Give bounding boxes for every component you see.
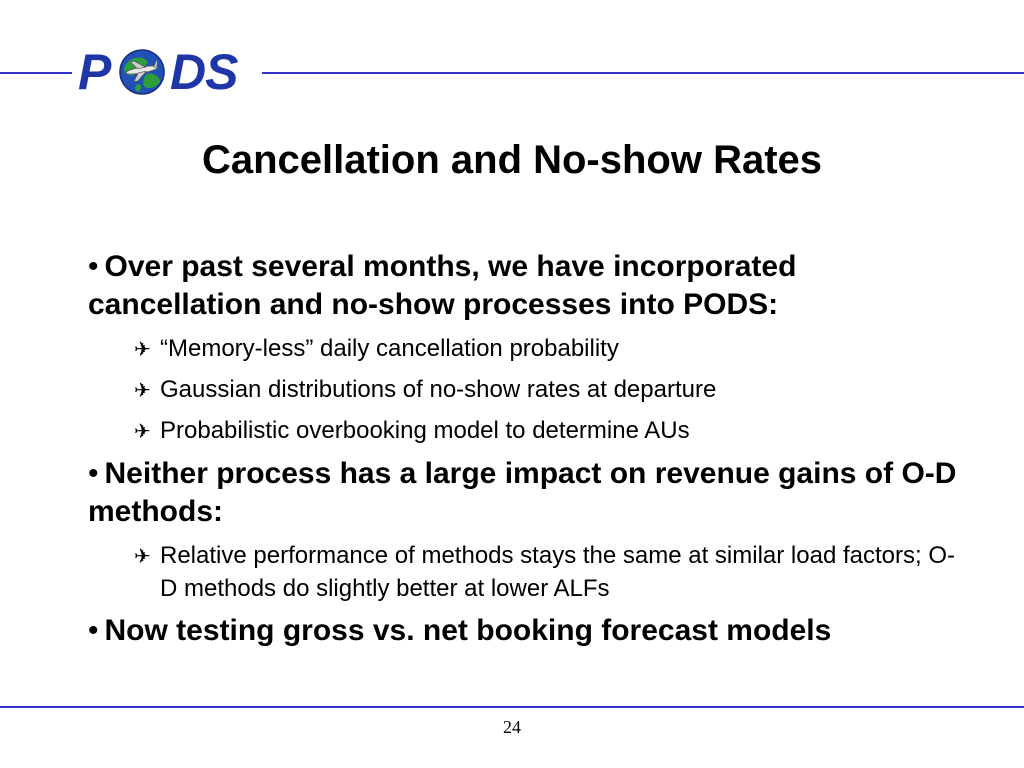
- sub-bullet-text: “Memory-less” daily cancellation probabi…: [160, 335, 619, 362]
- sub-bullet-text: Gaussian distributions of no-show rates …: [160, 376, 717, 403]
- sub-bullet-text: Relative performance of methods stays th…: [160, 542, 955, 602]
- header-rule-right: [262, 72, 1024, 74]
- globe-with-airplane-icon: [119, 49, 165, 95]
- pods-logo: P DS: [76, 42, 260, 102]
- bullet-dot: •: [88, 250, 99, 283]
- bullet-dot: •: [88, 614, 99, 647]
- airplane-icon: ✈: [134, 544, 151, 568]
- footer-rule: [0, 706, 1024, 708]
- bullet-item: • Over past several months, we have incor…: [88, 248, 968, 324]
- header-rule-left: [0, 72, 72, 74]
- bullet-text: Now testing gross vs. net booking foreca…: [104, 614, 832, 647]
- bullet-item: • Neither process has a large impact on r…: [88, 455, 968, 531]
- airplane-icon: ✈: [134, 419, 151, 443]
- sub-bullet-item: ✈ Relative performance of methods stays …: [134, 539, 968, 605]
- sub-bullet-item: ✈ Probabilistic overbooking model to det…: [134, 414, 968, 448]
- page-number: 24: [503, 717, 521, 737]
- slide-title: Cancellation and No-show Rates: [201, 138, 823, 182]
- sub-bullet-text: Probabilistic overbooking model to deter…: [160, 417, 690, 444]
- bullet-item: • Now testing gross vs. net booking forec…: [88, 612, 968, 650]
- slide-content: • Over past several months, we have incor…: [88, 248, 968, 650]
- bullet-text: Over past several months, we have incorp…: [88, 250, 797, 321]
- airplane-icon: ✈: [134, 337, 151, 361]
- airplane-icon: ✈: [134, 378, 151, 402]
- sub-bullet-item: ✈ “Memory-less” daily cancellation proba…: [134, 332, 968, 366]
- bullet-text: Neither process has a large impact on re…: [88, 457, 957, 528]
- logo-letter-p: P: [78, 44, 111, 100]
- sub-bullet-list: ✈ Relative performance of methods stays …: [134, 539, 968, 605]
- sub-bullet-list: ✈ “Memory-less” daily cancellation proba…: [134, 332, 968, 448]
- sub-bullet-item: ✈ Gaussian distributions of no-show rate…: [134, 373, 968, 407]
- logo-letters-ds: DS: [170, 44, 238, 100]
- bullet-dot: •: [88, 457, 99, 490]
